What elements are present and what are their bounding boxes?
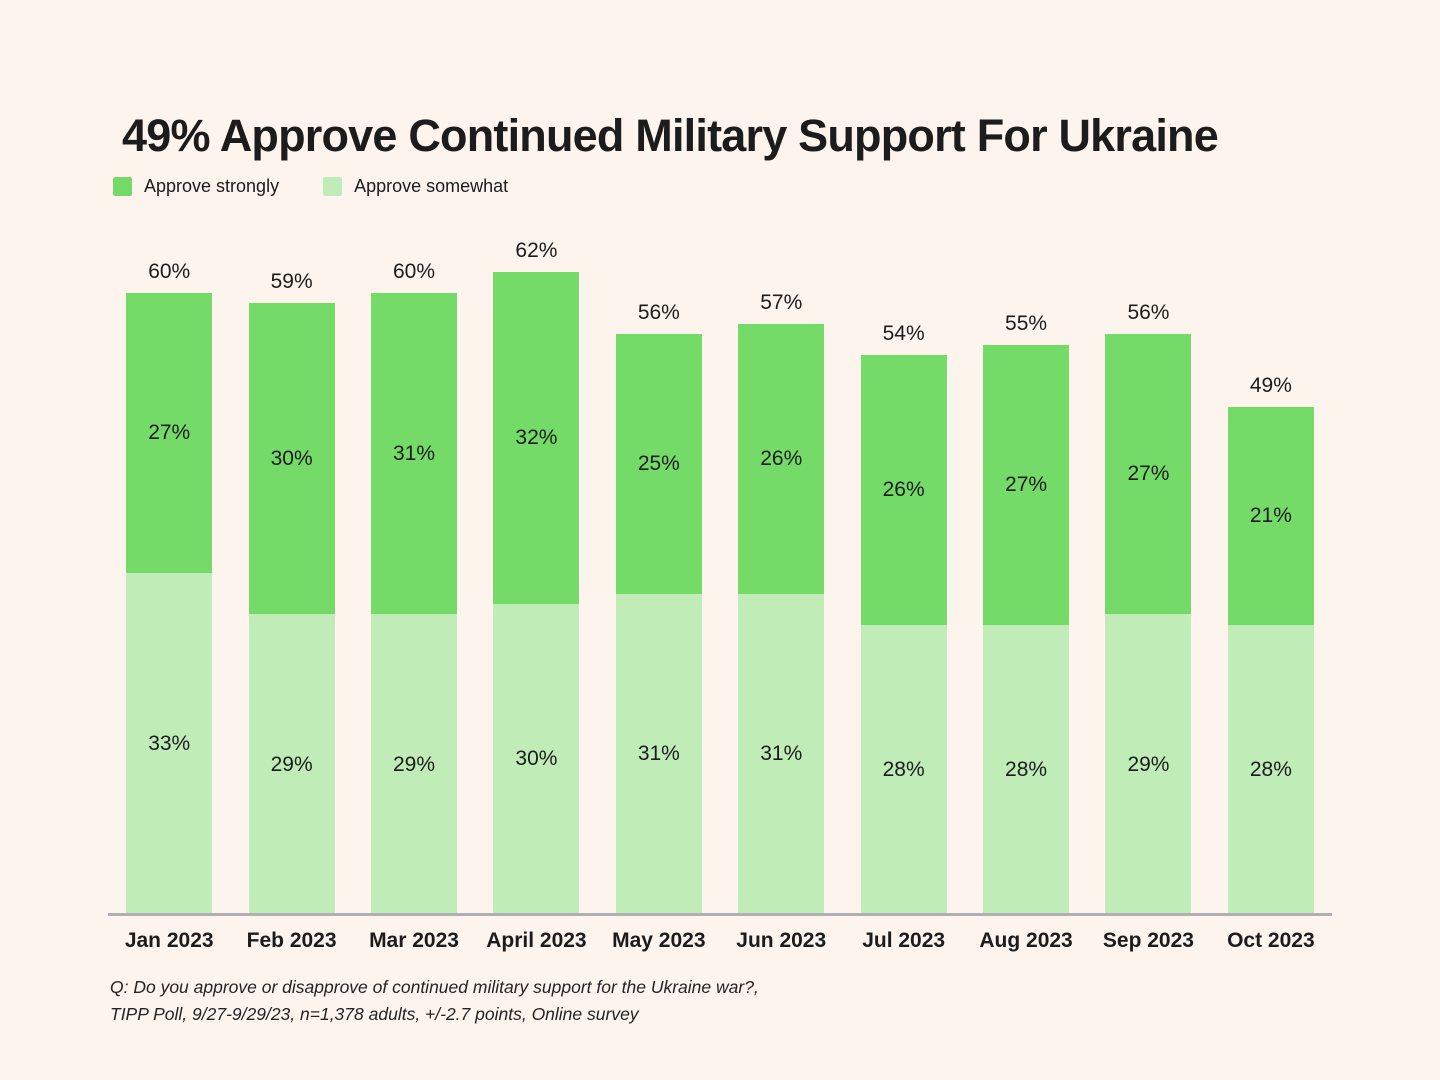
bar-segment-strongly: 27% [983,344,1070,625]
bar-segment-strongly: 26% [738,323,825,594]
bar-segment-strongly: 21% [1227,406,1314,625]
bar-total-label: 60% [393,259,436,283]
bar-column-jan-2023: 60% 27% 33% [108,205,230,915]
bar-total-label: 56% [637,301,680,325]
bar-segment-value-label: 21% [1249,503,1292,527]
bar-segment-value-label: 27% [1127,462,1170,486]
bar-segment-somewhat: 29% [371,614,458,915]
bar-total-label: 62% [515,239,558,263]
bar-total-label: 60% [148,259,191,283]
bar-segment-strongly: 27% [1105,334,1192,615]
bar-total-label: 56% [1127,301,1170,325]
footnote: Q: Do you approve or disapprove of conti… [110,974,759,1028]
bar-column-jul-2023: 54% 26% 28% [842,205,964,915]
bar-segment-somewhat: 29% [1105,614,1192,915]
bar-segment-value-label: 28% [882,757,925,781]
footnote-question: Q: Do you approve or disapprove of conti… [110,977,759,997]
bar-total-label: 49% [1249,373,1292,397]
bar-segment-strongly: 30% [248,303,335,615]
x-axis-tick-label: Sep 2023 [1102,929,1194,952]
legend: Approve strongly Approve somewhat [113,176,508,197]
bar-segment-somewhat: 28% [860,624,947,915]
bar-segment-somewhat: 31% [615,593,702,915]
bar-segment-strongly: 27% [126,292,213,573]
x-axis-tick-label: Jun 2023 [736,929,827,952]
bar-segment-somewhat: 33% [126,572,213,915]
legend-label: Approve somewhat [354,176,509,196]
bar-segment-value-label: 29% [270,752,313,776]
legend-label: Approve strongly [144,176,280,196]
x-axis-line [108,913,1332,916]
bar-segment-somewhat: 29% [248,614,335,915]
bar-column-feb-2023: 59% 30% 29% [230,205,352,915]
x-axis-tick-label: Aug 2023 [979,929,1073,952]
bar-segment-somewhat: 28% [1227,624,1314,915]
legend-item-0: Approve strongly [113,176,279,197]
bar-segment-somewhat: 30% [493,603,580,915]
bar-total-label: 59% [270,270,313,294]
bar-segment-strongly: 26% [860,355,947,625]
legend-swatch-icon [113,177,132,196]
bar-segment-somewhat: 28% [983,624,1070,915]
legend-item-1: Approve somewhat [323,176,508,197]
bar-segment-value-label: 30% [270,446,313,470]
bar-column-aug-2023: 55% 27% 28% [965,205,1087,915]
x-axis-tick-label: Feb 2023 [246,929,337,952]
bar-segment-value-label: 31% [637,742,680,766]
x-axis-tick-label: Mar 2023 [369,929,459,952]
bar-segment-value-label: 27% [1005,472,1048,496]
bar-column-mar-2023: 60% 31% 29% [353,205,475,915]
bar-segment-value-label: 33% [148,731,191,755]
bar-segment-value-label: 32% [515,425,558,449]
bar-segment-value-label: 25% [637,451,680,475]
footnote-source: TIPP Poll, 9/27-9/29/23, n=1,378 adults,… [110,1004,639,1024]
bar-segment-value-label: 31% [760,742,803,766]
chart-title: 49% Approve Continued Military Support F… [122,110,1219,162]
bar-segment-value-label: 28% [1249,757,1292,781]
x-axis-tick-label: Oct 2023 [1227,929,1315,952]
bar-segment-strongly: 25% [615,334,702,594]
bar-segment-value-label: 27% [148,420,191,444]
x-axis-tick-label: April 2023 [486,929,587,952]
legend-swatch-icon [323,177,343,196]
bar-column-may-2023: 56% 25% 31% [598,205,720,915]
bar-segment-value-label: 29% [1127,752,1170,776]
bar-segment-value-label: 26% [882,477,925,501]
bar-column-oct-2023: 49% 21% 28% [1210,205,1332,915]
bar-column-april-2023: 62% 32% 30% [475,205,597,915]
bar-segment-somewhat: 31% [738,593,825,915]
x-axis-tick-label: May 2023 [612,929,706,952]
bar-segment-value-label: 26% [760,446,803,470]
bar-total-label: 57% [760,290,803,314]
plot-area: 60% 27% 33% 59% 30% 29% 60% 31% 29% 62% 32% 30% 56% 2… [108,205,1332,915]
bar-segment-value-label: 28% [1005,757,1048,781]
bar-segment-value-label: 31% [393,441,436,465]
x-axis-tick-label: Jul 2023 [862,929,946,952]
x-axis-tick-label: Jan 2023 [124,929,214,952]
bar-segment-strongly: 31% [371,292,458,615]
bar-column-sep-2023: 56% 27% 29% [1087,205,1209,915]
bar-segment-value-label: 29% [393,752,436,776]
bar-total-label: 55% [1005,311,1048,335]
bar-segment-value-label: 30% [515,747,558,771]
bar-total-label: 54% [882,322,925,346]
x-axis-labels: Jan 2023 Feb 2023 Mar 2023 April 2023 May 20… [108,929,1332,953]
bar-segment-strongly: 32% [493,272,580,604]
bar-column-jun-2023: 57% 26% 31% [720,205,842,915]
